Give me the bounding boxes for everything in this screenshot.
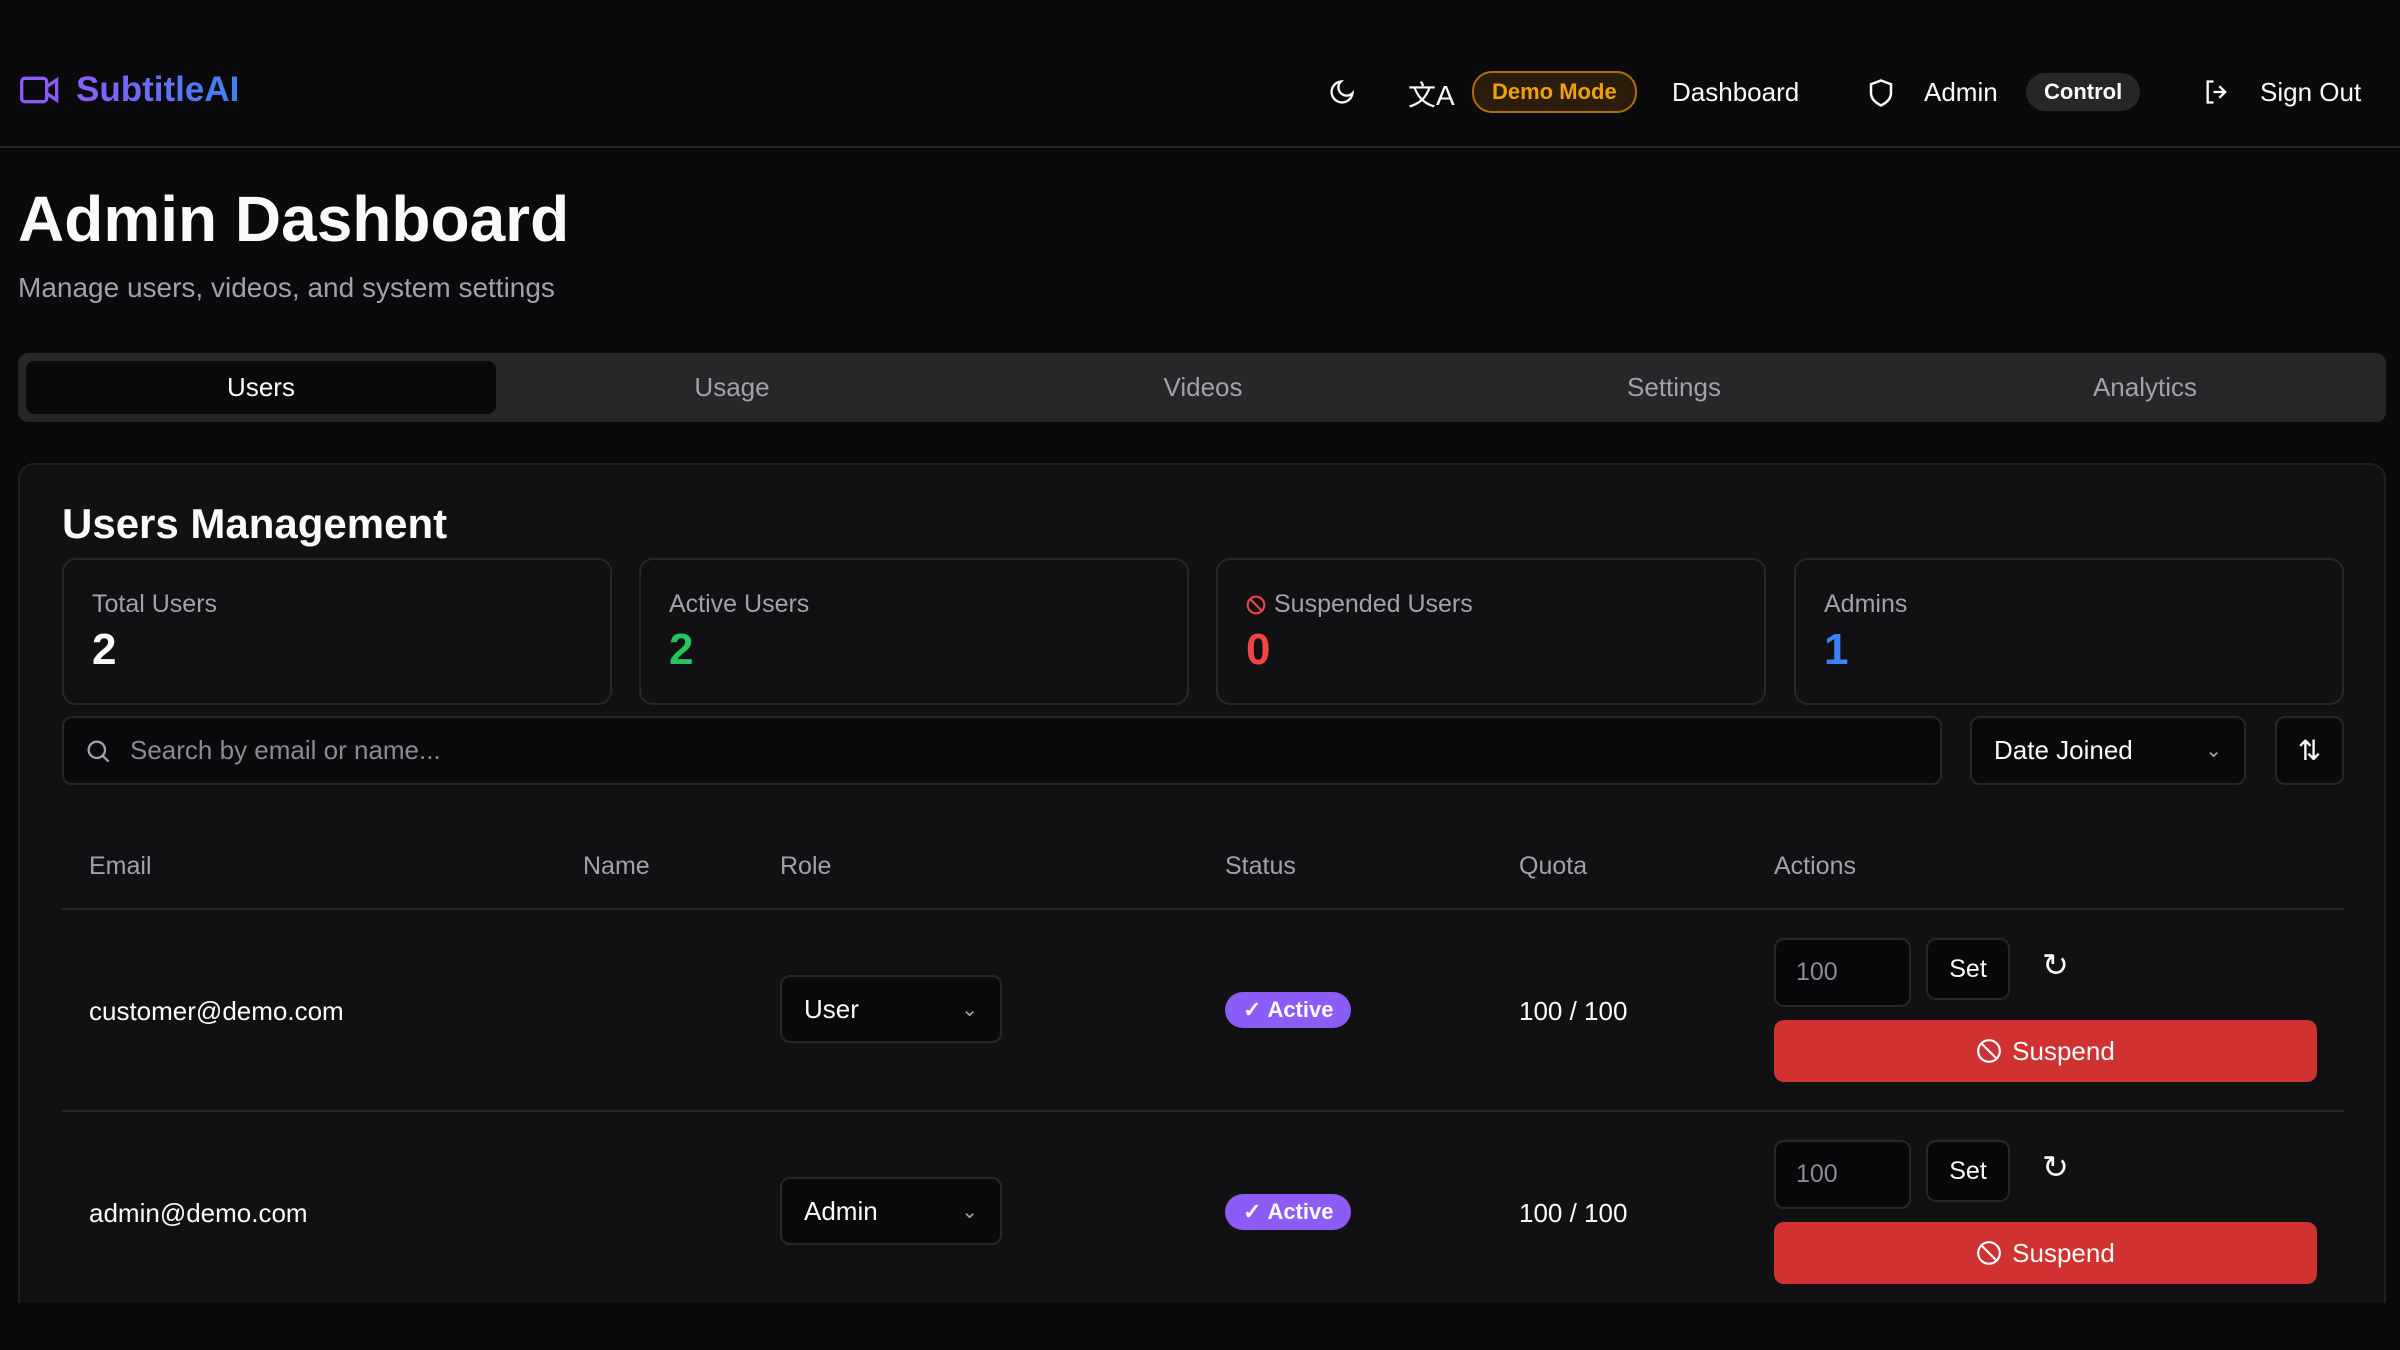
tab-usage[interactable]: Usage <box>694 372 770 402</box>
tab-bar: Users Usage Videos Settings Analytics <box>18 353 2386 422</box>
quota-value: 100 / 100 <box>1519 1198 1628 1228</box>
search-field <box>62 716 1942 785</box>
user-email: admin@demo.com <box>89 1198 308 1228</box>
divider <box>62 908 2344 910</box>
col-quota: Quota <box>1519 852 1588 880</box>
role-select[interactable]: Admin ⌄ <box>780 1177 1002 1245</box>
quota-input[interactable] <box>1774 1140 1911 1209</box>
stat-total-users: Total Users 2 <box>62 558 612 705</box>
role-select[interactable]: User ⌄ <box>780 975 1002 1043</box>
stat-active-users: Active Users 2 <box>639 558 1189 705</box>
col-status: Status <box>1225 852 1296 880</box>
section-title: Users Management <box>62 500 448 547</box>
chevron-down-icon: ⌄ <box>961 998 978 1021</box>
search-input[interactable] <box>130 735 1830 766</box>
sign-out-button[interactable]: Sign Out <box>2260 76 2362 107</box>
video-camera-icon <box>20 76 59 104</box>
search-icon <box>87 740 110 762</box>
set-quota-button[interactable]: Set <box>1926 938 2010 1000</box>
status-badge: ✓ Active <box>1225 992 1352 1028</box>
sign-out-icon[interactable] <box>2202 78 2232 106</box>
ban-icon <box>1246 595 1266 614</box>
col-name: Name <box>583 852 650 880</box>
control-badge: Control <box>2026 73 2141 111</box>
brand-logo[interactable]: SubtitleAI <box>20 70 239 110</box>
page-bottom <box>0 1303 2400 1350</box>
arrow-up-down-icon: ⇅ <box>2297 735 2322 766</box>
sort-direction-button[interactable]: ⇅ <box>2275 716 2344 785</box>
stat-suspended-users: Suspended Users 0 <box>1216 558 1766 705</box>
check-circle-icon: ✓ <box>1243 1199 1262 1224</box>
page-subtitle: Manage users, videos, and system setting… <box>18 272 555 303</box>
tab-videos[interactable]: Videos <box>1163 372 1243 402</box>
demo-mode-badge: Demo Mode <box>1472 71 1637 113</box>
tab-settings[interactable]: Settings <box>1627 372 1721 402</box>
col-email: Email <box>89 852 152 880</box>
top-nav: SubtitleAI 文A Demo Mode Dashboard Admin … <box>0 0 2400 148</box>
chevron-down-icon: ⌄ <box>2205 740 2222 762</box>
nav-admin[interactable]: Admin <box>1924 76 1998 107</box>
col-actions: Actions <box>1774 852 1856 880</box>
quota-input[interactable] <box>1774 938 1911 1007</box>
shield-icon <box>1869 79 1893 107</box>
suspend-button[interactable]: Suspend <box>1774 1222 2317 1284</box>
quota-value: 100 / 100 <box>1519 996 1628 1026</box>
table-row: customer@demo.com User ⌄ ✓ Active 100 / 10… <box>0 910 2400 1110</box>
ban-icon <box>1977 1241 2002 1265</box>
page-title: Admin Dashboard <box>18 183 570 255</box>
sort-select[interactable]: Date Joined ⌄ <box>1970 716 2246 785</box>
suspend-button[interactable]: Suspend <box>1774 1020 2317 1082</box>
divider <box>62 1110 2344 1112</box>
user-email: customer@demo.com <box>89 996 344 1026</box>
stat-admins: Admins 1 <box>1794 558 2344 705</box>
col-role: Role <box>780 852 832 880</box>
ban-icon <box>1977 1039 2002 1063</box>
check-circle-icon: ✓ <box>1243 997 1262 1022</box>
table-row: admin@demo.com Admin ⌄ ✓ Active 100 / 100 … <box>0 1112 2400 1312</box>
translate-icon[interactable]: 文A <box>1408 80 1455 111</box>
set-quota-button[interactable]: Set <box>1926 1140 2010 1202</box>
nav-dashboard[interactable]: Dashboard <box>1672 76 1800 107</box>
tab-users[interactable]: Users <box>26 361 496 414</box>
status-badge: ✓ Active <box>1225 1194 1352 1230</box>
tab-analytics[interactable]: Analytics <box>2092 372 2198 402</box>
reset-quota-icon[interactable]: ↻ <box>2042 1149 2069 1185</box>
reset-quota-icon[interactable]: ↻ <box>2042 947 2069 983</box>
chevron-down-icon: ⌄ <box>961 1200 978 1223</box>
brand-name: SubtitleAI <box>76 70 240 109</box>
moon-icon[interactable] <box>1328 78 1356 106</box>
